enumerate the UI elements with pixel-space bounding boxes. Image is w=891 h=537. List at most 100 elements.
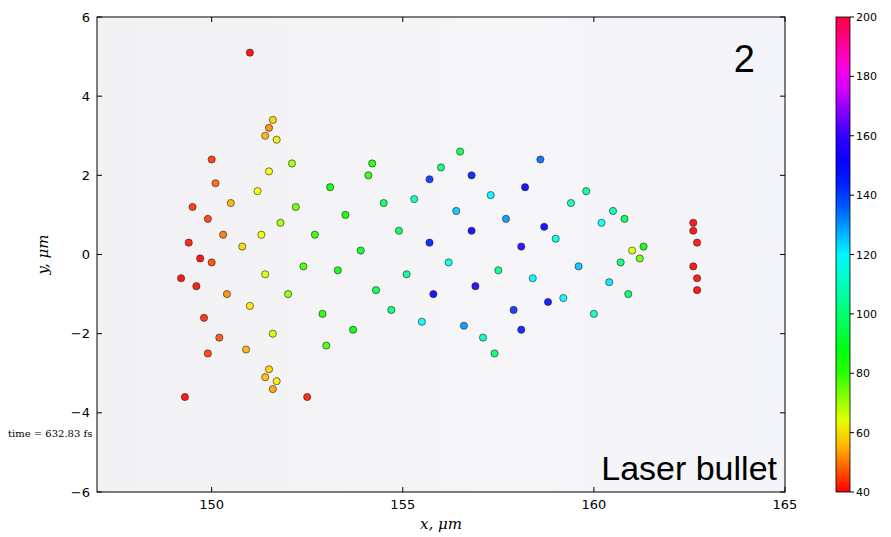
y-tick xyxy=(97,492,102,493)
particle xyxy=(288,160,295,167)
particle xyxy=(487,192,494,199)
y-tick xyxy=(97,17,102,18)
particle xyxy=(273,136,280,143)
particle xyxy=(395,227,402,234)
y-tick xyxy=(780,175,785,176)
particle xyxy=(212,180,219,187)
colorbar-tick xyxy=(850,17,854,18)
y-tick xyxy=(97,412,102,413)
y-tick-label: 4 xyxy=(82,89,90,104)
x-tick-label: 150 xyxy=(199,497,224,512)
particle xyxy=(625,290,632,297)
particle xyxy=(380,199,387,206)
particle xyxy=(518,243,525,250)
annotation: Laser bullet xyxy=(601,449,777,487)
colorbar-tick xyxy=(850,254,854,255)
particle xyxy=(300,263,307,270)
x-tick-label: 160 xyxy=(581,497,606,512)
particle xyxy=(204,350,211,357)
particle xyxy=(277,219,284,226)
y-axis-title: y, μm xyxy=(34,235,52,276)
y-tick-label: 0 xyxy=(82,247,90,262)
particle xyxy=(693,239,700,246)
particle xyxy=(216,334,223,341)
particle xyxy=(246,49,253,56)
colorbar-tick-label: 100 xyxy=(856,308,877,321)
particle xyxy=(590,310,597,317)
x-tick xyxy=(402,17,403,22)
y-tick-label: −2 xyxy=(71,326,90,341)
particle xyxy=(693,287,700,294)
particle xyxy=(262,132,269,139)
particle xyxy=(537,156,544,163)
particle xyxy=(185,239,192,246)
particle xyxy=(197,255,204,262)
particle xyxy=(208,156,215,163)
particle xyxy=(334,267,341,274)
particle xyxy=(636,255,643,262)
particle xyxy=(426,176,433,183)
x-tick-label: 165 xyxy=(773,497,798,512)
particle xyxy=(510,306,517,313)
particle xyxy=(265,168,272,175)
particle xyxy=(327,184,334,191)
colorbar-tick-label: 60 xyxy=(856,427,870,440)
particle xyxy=(193,283,200,290)
y-tick xyxy=(780,254,785,255)
particle xyxy=(468,227,475,234)
particle xyxy=(567,199,574,206)
x-tick xyxy=(593,17,594,22)
particle xyxy=(357,247,364,254)
y-tick xyxy=(97,254,102,255)
particle xyxy=(693,275,700,282)
particle xyxy=(304,393,311,400)
y-tick xyxy=(97,96,102,97)
particle xyxy=(617,259,624,266)
particle xyxy=(246,302,253,309)
particle xyxy=(223,290,230,297)
particle xyxy=(495,267,502,274)
x-tick xyxy=(785,17,786,22)
particle xyxy=(690,227,697,234)
colorbar-tick xyxy=(850,76,854,77)
particle xyxy=(629,247,636,254)
y-tick xyxy=(780,333,785,334)
particle xyxy=(349,326,356,333)
particle xyxy=(239,243,246,250)
y-tick xyxy=(97,175,102,176)
x-tick-label: 155 xyxy=(390,497,415,512)
colorbar-tick-label: 200 xyxy=(856,11,877,24)
y-tick xyxy=(780,17,785,18)
particle xyxy=(319,310,326,317)
particles xyxy=(177,49,700,401)
colorbar-tick xyxy=(850,432,854,433)
particle xyxy=(560,294,567,301)
particle xyxy=(242,346,249,353)
colorbar xyxy=(836,17,850,492)
particle xyxy=(285,290,292,297)
particle xyxy=(621,215,628,222)
colorbar-tick-label: 180 xyxy=(856,70,877,83)
particle xyxy=(369,160,376,167)
particle xyxy=(220,231,227,238)
particle xyxy=(204,215,211,222)
particle xyxy=(583,188,590,195)
colorbar-tick-label: 40 xyxy=(856,486,870,499)
particle xyxy=(606,279,613,286)
particle xyxy=(445,259,452,266)
x-tick xyxy=(593,487,594,492)
particle xyxy=(468,172,475,179)
colorbar-tick xyxy=(850,135,854,136)
particle xyxy=(411,195,418,202)
colorbar-tick xyxy=(850,313,854,314)
particle xyxy=(311,231,318,238)
particle xyxy=(265,124,272,131)
particle xyxy=(518,326,525,333)
particle xyxy=(544,298,551,305)
x-tick xyxy=(402,487,403,492)
particle xyxy=(690,263,697,270)
particle xyxy=(472,283,479,290)
particle xyxy=(640,243,647,250)
particle xyxy=(372,287,379,294)
particle xyxy=(609,207,616,214)
